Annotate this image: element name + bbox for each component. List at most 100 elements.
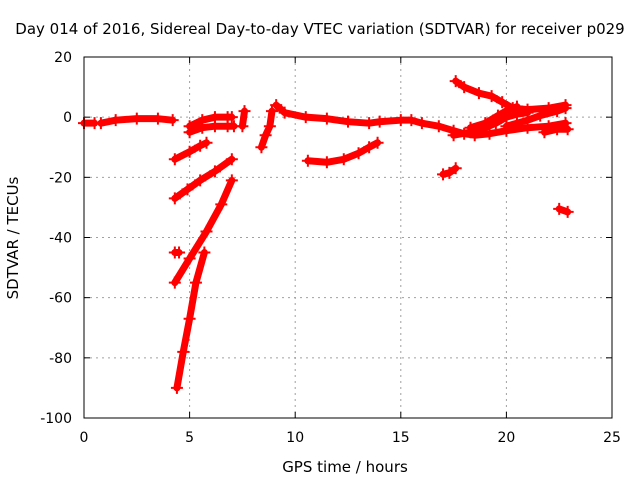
data-point	[483, 127, 496, 140]
data-point	[342, 115, 354, 128]
data-point	[363, 141, 376, 154]
data-point	[265, 105, 278, 118]
data-point	[405, 114, 418, 127]
data-point	[130, 112, 143, 125]
data-point	[559, 102, 572, 115]
data-point	[337, 153, 350, 166]
data-point	[259, 129, 272, 142]
data-point	[208, 120, 221, 133]
data-point	[437, 168, 450, 181]
data-point	[189, 276, 202, 289]
y-tick-label: -40	[49, 231, 72, 247]
data-point	[194, 139, 207, 152]
data-point	[200, 225, 213, 238]
data-point	[449, 75, 462, 88]
data-point	[215, 198, 228, 211]
x-tick-label: 0	[80, 430, 89, 446]
data-point	[521, 114, 534, 127]
y-tick-label: -20	[49, 170, 72, 186]
data-point	[270, 99, 283, 112]
data-point	[464, 121, 477, 134]
data-point	[109, 114, 122, 127]
data-point	[538, 126, 551, 139]
tick-label-layer: 0 5 10 15 20 25 -100 -80 -60 -40 -20 0 20	[40, 50, 621, 446]
data-point	[491, 109, 504, 122]
data-point	[443, 166, 456, 179]
y-tick-label: -80	[49, 351, 72, 367]
data-point	[198, 246, 211, 259]
data-point	[394, 114, 407, 127]
data-point	[534, 109, 547, 122]
data-point	[371, 136, 384, 149]
data-point	[320, 112, 333, 125]
data-point	[183, 126, 196, 139]
x-tick-label: 15	[392, 430, 410, 446]
data-point	[373, 115, 386, 128]
data-point	[200, 136, 213, 149]
data-point	[225, 174, 238, 187]
data-point	[496, 96, 509, 109]
data-point	[263, 120, 276, 133]
y-tick-label: 20	[54, 50, 72, 66]
y-tick-label: 0	[63, 110, 72, 126]
x-tick-label: 20	[497, 430, 515, 446]
data-point	[551, 123, 564, 136]
data-point	[510, 100, 523, 113]
data-point	[301, 154, 314, 167]
data-point	[168, 153, 181, 166]
y-axis-label: SDTVAR / TECUs	[4, 176, 22, 299]
data-point	[449, 162, 462, 175]
data-point	[166, 114, 179, 127]
data-point	[194, 174, 207, 187]
data-point	[551, 105, 564, 118]
x-axis-label: GPS time / hours	[282, 458, 408, 476]
series-layer	[78, 75, 574, 394]
chart-title: Day 014 of 2016, Sidereal Day-to-day VTE…	[15, 20, 624, 38]
x-tick-label: 25	[603, 430, 621, 446]
data-point	[299, 111, 312, 124]
data-point	[472, 87, 485, 100]
x-tick-label: 5	[185, 430, 194, 446]
data-point	[561, 123, 574, 136]
data-point	[320, 156, 333, 169]
plot-frame	[83, 56, 613, 419]
data-point	[181, 183, 194, 196]
data-point	[458, 81, 471, 94]
data-point	[168, 192, 181, 205]
series-0	[78, 75, 574, 394]
data-track-10	[257, 107, 276, 151]
data-point	[363, 117, 376, 130]
data-point	[173, 246, 186, 259]
data-point	[94, 117, 107, 130]
data-point	[168, 276, 181, 289]
data-point	[500, 120, 513, 133]
data-point	[225, 153, 238, 166]
data-point	[208, 165, 221, 178]
x-tick-label: 10	[286, 430, 304, 446]
data-point	[553, 202, 566, 215]
data-point	[196, 121, 209, 134]
data-point	[485, 90, 498, 103]
data-point	[238, 105, 251, 118]
data-point	[225, 111, 238, 124]
y-tick-label: -60	[49, 291, 72, 307]
data-point	[447, 129, 460, 142]
data-point	[183, 312, 196, 325]
data-point	[177, 345, 190, 358]
data-point	[170, 381, 183, 394]
data-point	[432, 120, 445, 133]
data-point	[479, 117, 492, 130]
y-tick-label: -100	[40, 411, 72, 427]
data-point	[278, 106, 291, 119]
data-point	[352, 147, 365, 160]
data-point	[502, 103, 515, 116]
data-point	[255, 141, 268, 154]
data-point	[183, 252, 196, 265]
data-point	[183, 145, 196, 158]
data-point	[236, 120, 249, 133]
data-point	[561, 205, 574, 218]
data-point	[151, 112, 164, 125]
data-point	[415, 117, 428, 130]
